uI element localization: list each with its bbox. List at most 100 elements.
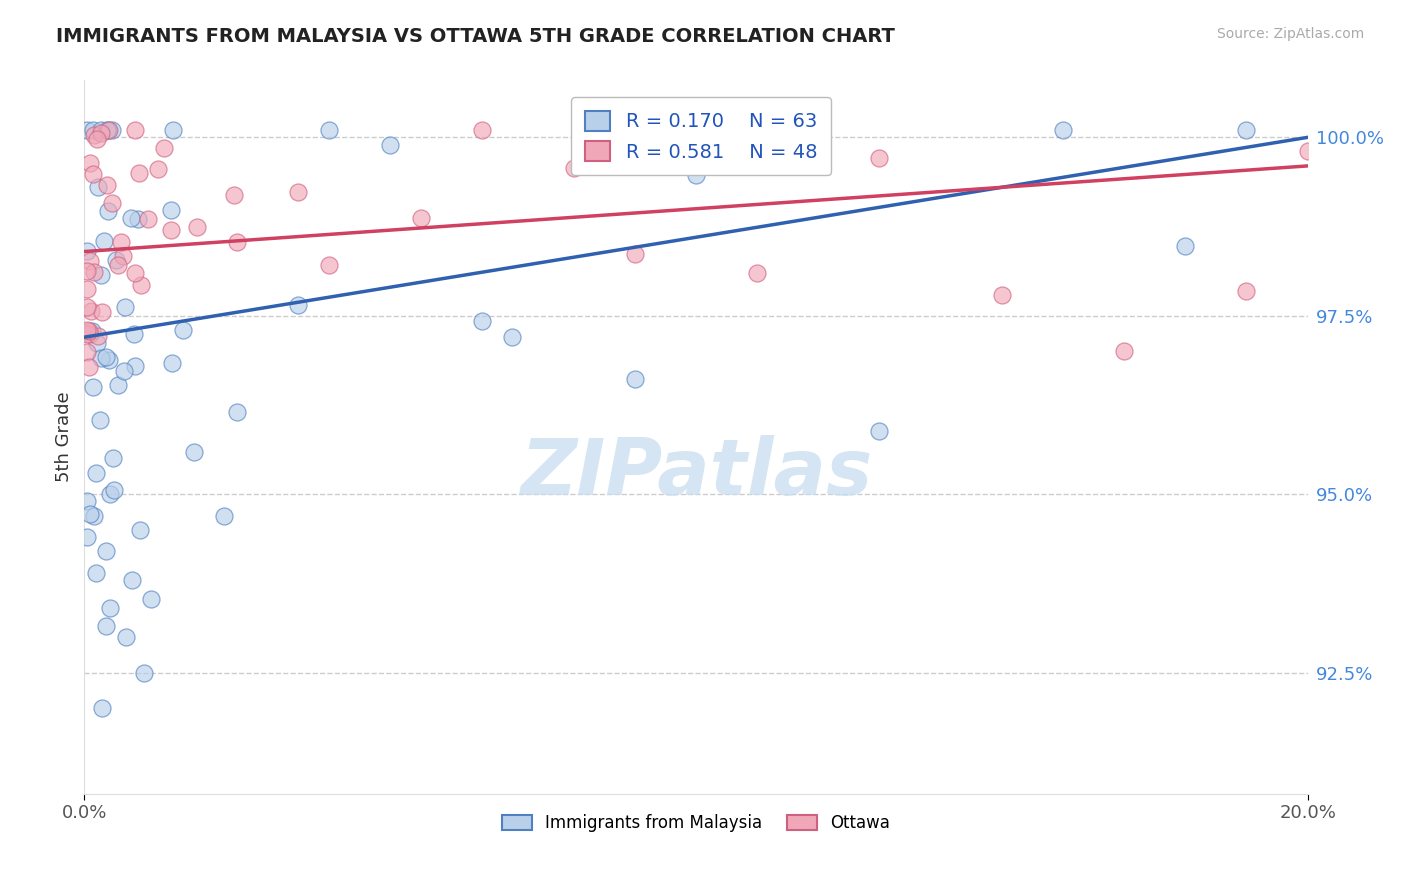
Point xyxy=(79,156,101,170)
Point xyxy=(115,630,138,644)
Point xyxy=(79,508,101,522)
Point xyxy=(224,187,246,202)
Point xyxy=(124,123,146,137)
Point xyxy=(122,327,145,342)
Point xyxy=(124,359,146,374)
Point xyxy=(91,305,114,319)
Point xyxy=(87,180,110,194)
Point xyxy=(121,573,143,587)
Point xyxy=(76,327,98,342)
Point xyxy=(90,351,112,365)
Point xyxy=(107,259,129,273)
Point xyxy=(90,268,112,283)
Point xyxy=(747,266,769,280)
Point xyxy=(90,126,112,140)
Point xyxy=(562,161,585,175)
Point xyxy=(86,132,108,146)
Point xyxy=(869,425,891,439)
Point xyxy=(226,405,249,419)
Point xyxy=(139,591,162,606)
Point xyxy=(1296,144,1319,158)
Point xyxy=(120,211,142,225)
Point xyxy=(807,145,830,160)
Point xyxy=(160,203,183,218)
Point xyxy=(96,123,118,137)
Point xyxy=(287,298,309,312)
Point xyxy=(128,166,150,180)
Point xyxy=(76,282,98,296)
Point xyxy=(76,244,98,258)
Point xyxy=(186,219,208,234)
Point xyxy=(76,300,98,314)
Point xyxy=(153,141,176,155)
Point xyxy=(471,314,494,328)
Point xyxy=(94,544,117,558)
Point xyxy=(107,378,129,392)
Point xyxy=(103,483,125,498)
Point xyxy=(89,413,111,427)
Point xyxy=(93,234,115,248)
Point xyxy=(90,123,112,137)
Point xyxy=(80,324,103,338)
Point xyxy=(1052,123,1074,137)
Point xyxy=(82,379,104,393)
Point xyxy=(318,123,340,137)
Point xyxy=(84,466,107,480)
Point xyxy=(380,138,402,153)
Point xyxy=(79,253,101,268)
Point xyxy=(96,619,118,633)
Point xyxy=(214,508,236,523)
Point xyxy=(76,530,98,544)
Point xyxy=(96,123,118,137)
Point xyxy=(114,300,136,314)
Point xyxy=(76,494,98,508)
Point xyxy=(79,326,101,341)
Point xyxy=(104,252,127,267)
Point xyxy=(1236,284,1258,298)
Point xyxy=(97,203,120,218)
Point xyxy=(82,123,104,137)
Point xyxy=(76,345,98,359)
Point xyxy=(83,508,105,523)
Point xyxy=(100,123,122,137)
Point xyxy=(76,123,98,137)
Point xyxy=(132,665,155,680)
Point xyxy=(131,277,153,292)
Point xyxy=(162,123,184,137)
Text: IMMIGRANTS FROM MALAYSIA VS OTTAWA 5TH GRADE CORRELATION CHART: IMMIGRANTS FROM MALAYSIA VS OTTAWA 5TH G… xyxy=(56,27,896,45)
Point xyxy=(110,235,132,249)
Point xyxy=(101,451,124,466)
Point xyxy=(502,329,524,343)
Point xyxy=(98,601,121,615)
Point xyxy=(162,356,184,370)
Point xyxy=(112,249,135,263)
Point xyxy=(409,211,432,225)
Point xyxy=(287,185,309,199)
Point xyxy=(172,323,194,337)
Point xyxy=(96,351,118,365)
Point xyxy=(79,360,101,375)
Point xyxy=(146,162,169,177)
Point xyxy=(97,123,120,137)
Point xyxy=(159,223,181,237)
Point xyxy=(80,303,103,318)
Point xyxy=(91,701,114,715)
Point xyxy=(112,364,135,378)
Point xyxy=(87,329,110,343)
Point xyxy=(624,372,647,386)
Point xyxy=(84,566,107,580)
Point xyxy=(83,128,105,142)
Point xyxy=(1114,343,1136,358)
Point xyxy=(226,235,249,249)
Point xyxy=(138,212,160,227)
Y-axis label: 5th Grade: 5th Grade xyxy=(55,392,73,483)
Point xyxy=(124,266,146,280)
Text: Source: ZipAtlas.com: Source: ZipAtlas.com xyxy=(1216,27,1364,41)
Point xyxy=(1174,239,1197,253)
Point xyxy=(318,258,340,272)
Point xyxy=(77,324,100,338)
Point xyxy=(129,523,152,537)
Point xyxy=(991,288,1014,302)
Point xyxy=(685,168,707,182)
Point xyxy=(869,152,891,166)
